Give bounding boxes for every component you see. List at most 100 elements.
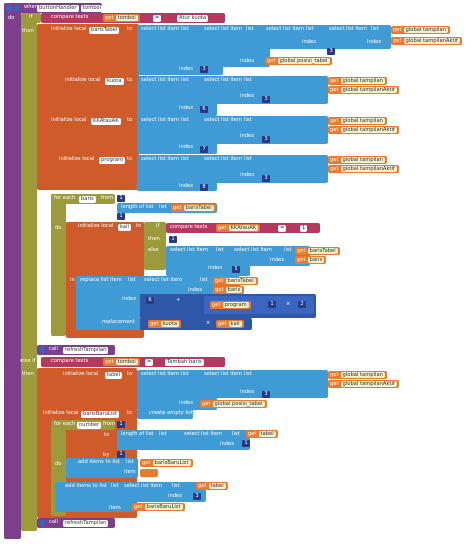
select-list-item-else-2[interactable]: select list item list index bbox=[230, 246, 310, 266]
then-label: then bbox=[22, 28, 34, 34]
length-of-list-2[interactable]: length of list list bbox=[117, 430, 187, 450]
select-list-item-add2[interactable]: select list item list index bbox=[120, 482, 206, 502]
get-global-tampilan[interactable]: get global tampilan bbox=[328, 77, 387, 85]
inline-if[interactable]: if then else bbox=[144, 222, 166, 270]
get-barisBaruList[interactable]: get barisBaruList bbox=[132, 503, 185, 511]
get-barisTabel[interactable]: get barisTabel bbox=[171, 204, 216, 212]
number-3[interactable]: 3 bbox=[262, 391, 270, 398]
for-each-header[interactable]: for each baris from bbox=[51, 194, 115, 204]
number-8[interactable]: 8 bbox=[200, 184, 208, 191]
var-KKAtauAK[interactable]: KKAtauAK bbox=[91, 117, 121, 125]
compare-texts-kk[interactable]: compare texts get KKAtauAK = 1 bbox=[166, 223, 320, 233]
get-global-tampilanAktif[interactable]: get global tampilanAktif bbox=[328, 126, 399, 134]
number-2[interactable]: 2 bbox=[298, 301, 306, 308]
text-atur-kuota[interactable]: Atur kuota bbox=[177, 14, 209, 22]
get-program[interactable]: get program bbox=[210, 301, 251, 309]
if-block[interactable] bbox=[21, 13, 37, 531]
collapse-icon[interactable] bbox=[6, 5, 12, 11]
get-tabel[interactable]: get tabel bbox=[246, 430, 278, 438]
get-barisBaruList[interactable]: get barisBaruList bbox=[140, 459, 193, 467]
for-each-number-header[interactable]: for each number from bbox=[51, 420, 115, 430]
number-5[interactable]: 5 bbox=[232, 266, 240, 273]
number-1[interactable]: 1 bbox=[117, 213, 125, 220]
select-list-item-4[interactable]: select list item list index bbox=[325, 25, 391, 49]
in-label: in bbox=[41, 195, 46, 201]
compare-op[interactable]: = bbox=[153, 14, 162, 22]
get-KKAtauAK[interactable]: get KKAtauAK bbox=[216, 224, 261, 232]
number-6[interactable]: 6 bbox=[146, 297, 154, 304]
get-global-tampilan[interactable]: get global tampilan bbox=[328, 371, 387, 379]
number-3[interactable]: 3 bbox=[262, 96, 270, 103]
var-program[interactable]: program bbox=[99, 156, 126, 164]
get-global-tampilanAktif[interactable]: get global tampilanAktif bbox=[328, 86, 399, 94]
number-1[interactable]: 1 bbox=[242, 440, 250, 447]
event-handler-block[interactable] bbox=[4, 3, 21, 539]
var-baris[interactable]: baris bbox=[79, 195, 96, 203]
refresh-icon bbox=[39, 347, 45, 353]
number-1[interactable]: 1 bbox=[117, 451, 125, 458]
number-1[interactable]: 1 bbox=[117, 421, 125, 428]
get-global-posisi-tabel[interactable]: get global posisi_tabel bbox=[265, 57, 332, 65]
init-kuota[interactable]: initialize local kuota to bbox=[41, 76, 137, 86]
get-tabel[interactable]: get tabel bbox=[196, 482, 228, 490]
init-barisTabel[interactable]: initialize local barisTabel to bbox=[41, 25, 137, 35]
number-6[interactable]: 6 bbox=[200, 106, 208, 113]
number-3[interactable]: 3 bbox=[327, 48, 335, 55]
number-1[interactable]: 1 bbox=[169, 236, 177, 243]
init-kali-header[interactable]: initialize local kali to bbox=[66, 222, 144, 232]
call-refresh-1[interactable]: call refreshTampilan bbox=[37, 345, 115, 355]
get-global-tampilanAktif[interactable]: get global tampilanAktif bbox=[328, 380, 399, 388]
math-multiply-replacement[interactable]: get kuota × get kali bbox=[140, 318, 252, 330]
init-local-block[interactable] bbox=[37, 24, 139, 190]
select-list-item-2[interactable]: select list item list index bbox=[200, 25, 270, 67]
call-refresh-2[interactable]: call refreshTampilan bbox=[37, 518, 115, 528]
var-kali[interactable]: kali bbox=[118, 223, 131, 231]
init-tabel[interactable]: initialize local tabel to bbox=[41, 370, 137, 380]
number-1[interactable]: 1 bbox=[268, 301, 276, 308]
event-param[interactable]: tombol bbox=[81, 4, 104, 12]
compare-texts-2[interactable]: compare texts get tombol = Tambah baris bbox=[41, 357, 225, 367]
number-7[interactable]: 7 bbox=[200, 146, 208, 153]
number-3[interactable]: 3 bbox=[193, 493, 201, 500]
var-kuota[interactable]: kuota bbox=[105, 77, 124, 85]
compare-texts-block[interactable]: compare texts get tombol = Atur kuota bbox=[41, 13, 225, 23]
get-global-tampilanAktif[interactable]: get global tampilanAktif bbox=[391, 37, 462, 45]
get-global-tampilanAktif[interactable]: get global tampilanAktif bbox=[328, 165, 399, 173]
get-baris[interactable]: get baris bbox=[213, 286, 245, 294]
number-1[interactable]: 1 bbox=[117, 195, 125, 202]
event-handler-header[interactable]: when buttonHandler tombol bbox=[4, 3, 104, 13]
get-tombol[interactable]: get tombol bbox=[103, 14, 140, 22]
info-icon[interactable] bbox=[14, 5, 20, 11]
init-program[interactable]: initialize local program to bbox=[41, 155, 137, 165]
create-empty-list[interactable]: create empty list bbox=[137, 409, 193, 419]
get-global-tampilan[interactable]: get global tampilan bbox=[328, 156, 387, 164]
get-baris[interactable]: get baris bbox=[295, 256, 327, 264]
get-barisTabel[interactable]: get barisTabel bbox=[213, 277, 258, 285]
for-each-baris[interactable] bbox=[51, 194, 66, 336]
var-tabel[interactable]: tabel bbox=[105, 371, 123, 379]
select-list-item-length[interactable]: select list item list index bbox=[180, 430, 250, 450]
get-kuota[interactable]: get kuota bbox=[148, 320, 182, 328]
get-global-tampilan[interactable]: get global tampilan bbox=[328, 117, 387, 125]
get-global-posisi-tabel[interactable]: get global posisi_tabel bbox=[200, 400, 267, 408]
math-multiply-block[interactable]: get program 1 × 2 bbox=[204, 296, 314, 314]
number-3[interactable]: 3 bbox=[262, 136, 270, 143]
number-3[interactable]: 3 bbox=[200, 66, 208, 73]
var-number[interactable]: number bbox=[77, 421, 102, 429]
number-3[interactable]: 3 bbox=[262, 175, 270, 182]
get-kali[interactable]: get kali bbox=[216, 320, 244, 328]
var-barisBaruList[interactable]: barisBaruList bbox=[81, 410, 119, 418]
add-items-to-list-1[interactable]: add items to list list item bbox=[66, 458, 138, 478]
get-tombol[interactable]: get tombol bbox=[103, 358, 140, 366]
var-barisTabel[interactable]: barisTabel bbox=[89, 26, 120, 34]
length-of-list[interactable]: length of list list get barisTabel bbox=[117, 203, 217, 213]
get-global-tampilan[interactable]: get global tampilan bbox=[391, 26, 450, 34]
get-item[interactable] bbox=[140, 469, 158, 477]
init-KKAtauAK[interactable]: initialize local KKAtauAK to bbox=[41, 116, 137, 126]
component-name[interactable]: buttonHandler bbox=[37, 4, 79, 12]
if-header[interactable]: if bbox=[21, 13, 41, 23]
refresh-icon bbox=[39, 520, 45, 526]
init-barisBaruList[interactable]: initialize local barisBaruList to bbox=[41, 409, 137, 419]
get-barisTabel[interactable]: get barisTabel bbox=[295, 247, 340, 255]
replace-list-item[interactable]: replace list item list index replacement bbox=[76, 276, 140, 330]
